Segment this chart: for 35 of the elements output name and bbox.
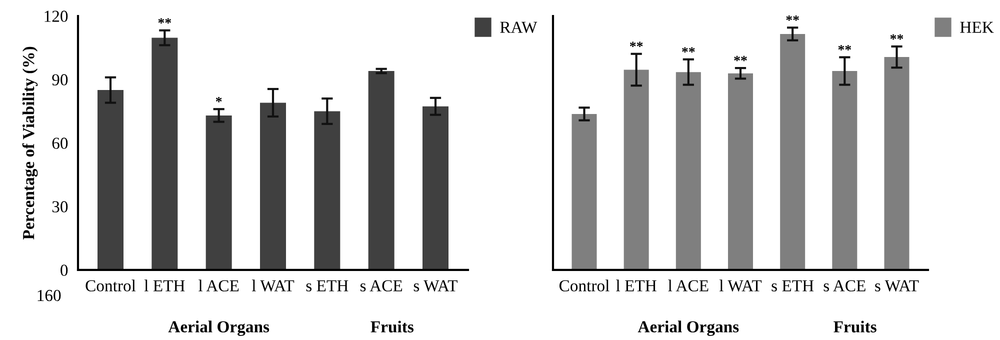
x-tick-label: l ETH xyxy=(616,280,656,292)
y-tick-label: 60 xyxy=(52,138,68,149)
annotation: ** xyxy=(890,34,904,40)
y-tick-label: 0 xyxy=(60,264,68,276)
x-tick-label: Control xyxy=(559,280,610,292)
annotation: ** xyxy=(734,56,747,62)
x-tick-label: s WAT xyxy=(414,280,458,292)
annotation: ** xyxy=(838,45,852,50)
annotation: ** xyxy=(630,42,643,47)
y-tick-label: 120 xyxy=(44,10,68,22)
x-tick-label: l WAT xyxy=(719,280,762,292)
annotation: ** xyxy=(158,18,172,24)
text: Aerial Organs xyxy=(638,320,739,336)
x-tick-label: s WAT xyxy=(875,280,919,292)
x-tick-label: s ETH xyxy=(306,280,348,292)
x-tick-label: l ACE xyxy=(668,280,708,292)
x-tick-label: l ACE xyxy=(198,280,239,292)
y-tick-label: 90 xyxy=(52,74,68,86)
annotation: * xyxy=(216,96,222,102)
legend-label: HEK xyxy=(960,22,994,33)
text: Fruits xyxy=(370,320,414,333)
x-tick-label: l ETH xyxy=(144,280,185,292)
y-axis-title: Percentage of Viability (%) xyxy=(22,46,38,240)
x-tick-label: s ETH xyxy=(772,280,814,292)
text: Aerial Organs xyxy=(168,320,270,336)
y-tick-label: 30 xyxy=(52,201,68,212)
annotation: ** xyxy=(786,16,799,21)
x-tick-label: l WAT xyxy=(252,280,294,292)
legend-label: RAW xyxy=(500,22,538,33)
x-tick-label: s ACE xyxy=(824,280,866,292)
annotation: ** xyxy=(682,47,695,52)
x-tick-label: s ACE xyxy=(360,280,402,292)
x-tick-label: Control xyxy=(86,280,136,292)
text: Fruits xyxy=(834,320,876,333)
text: 160 xyxy=(38,290,61,302)
